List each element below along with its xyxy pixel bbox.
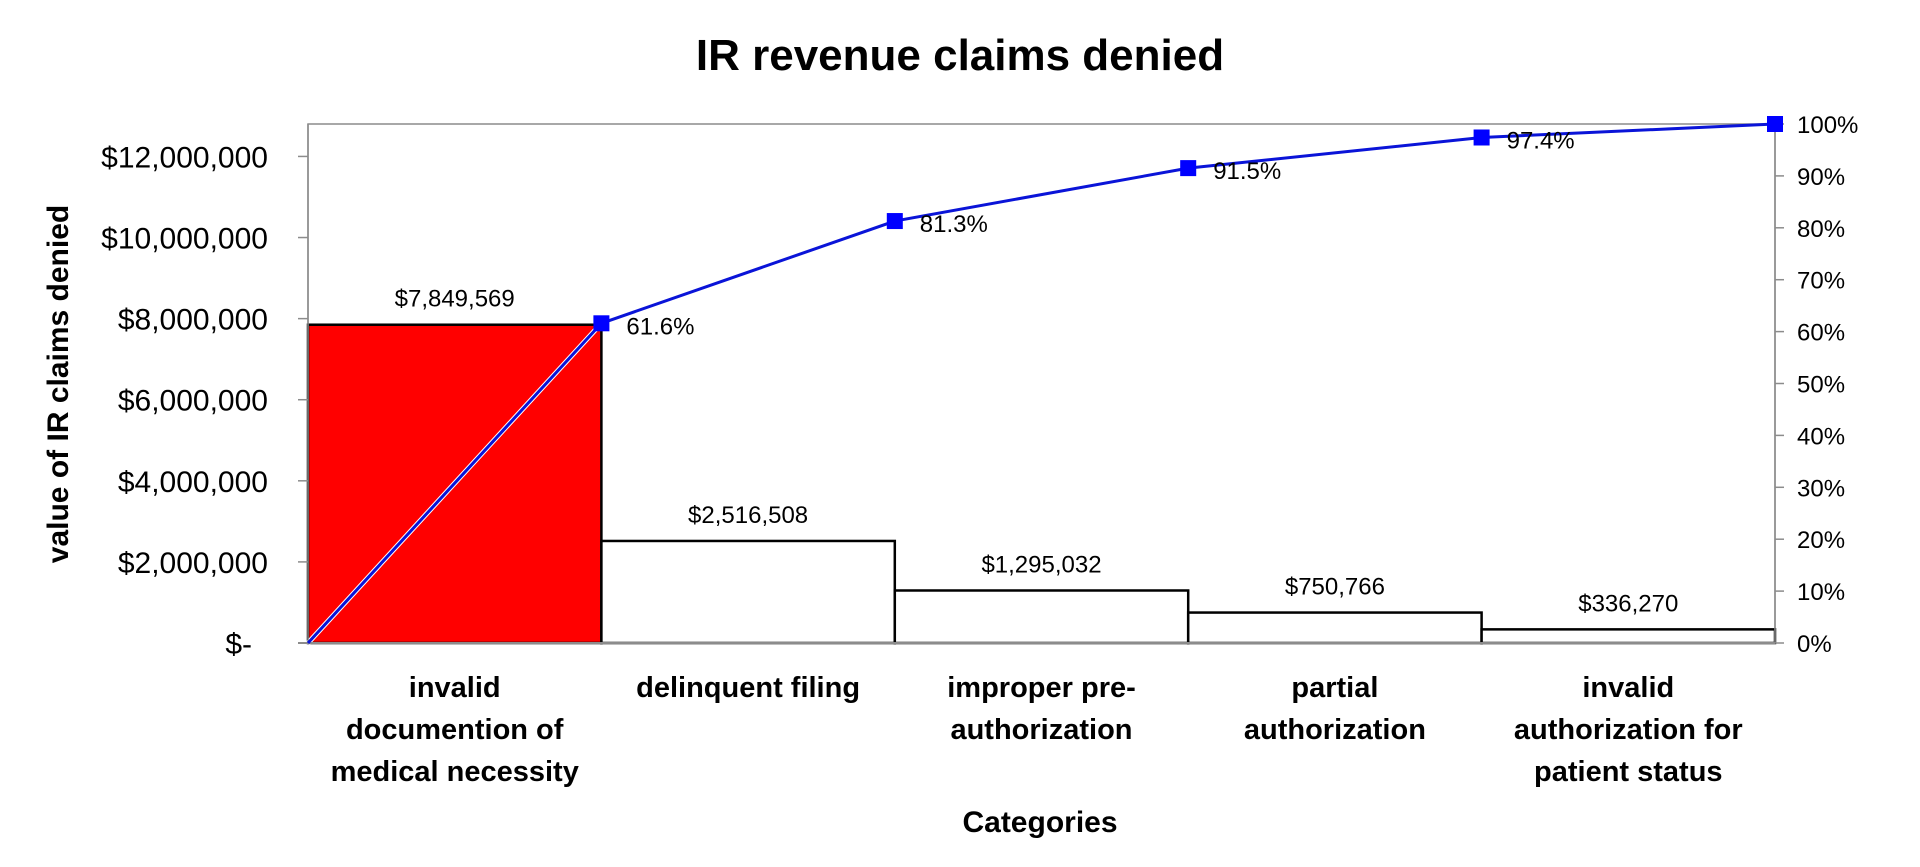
cumulative-marker-3: [1180, 160, 1197, 177]
y2-tick-label-10: 100%: [1797, 112, 1858, 139]
y2-tick-label-4: 40%: [1797, 423, 1845, 450]
y2-tick-label-1: 10%: [1797, 579, 1845, 606]
x-axis-title: Categories: [962, 806, 1117, 839]
y2-tick-label-6: 60%: [1797, 320, 1845, 347]
chart-title: IR revenue claims denied: [696, 31, 1224, 80]
category-label-3-line-1: authorization: [1244, 714, 1426, 746]
category-label-0-line-2: medical necessity: [331, 756, 579, 788]
category-label-2-line-0: improper pre-: [947, 672, 1136, 704]
bar-value-label-2: $1,295,032: [981, 551, 1101, 578]
y2-tick-label-8: 80%: [1797, 216, 1845, 243]
y-axis-title: value of IR claims denied: [42, 205, 75, 563]
bar-3: [1186, 611, 1483, 645]
y2-tick-label-9: 90%: [1797, 164, 1845, 191]
cumulative-label-4: 97.4%: [1507, 127, 1575, 154]
y2-tick-label-3: 30%: [1797, 475, 1845, 502]
y-tick-label-0: $-: [225, 628, 252, 661]
y2-tick-label-0: 0%: [1797, 631, 1832, 658]
category-label-1-line-0: delinquent filing: [636, 672, 860, 704]
cumulative-marker-4: [1473, 129, 1490, 146]
y-tick-label-5: $10,000,000: [101, 223, 268, 256]
cumulative-label-2: 81.3%: [920, 211, 988, 238]
category-label-2-line-1: authorization: [950, 714, 1132, 746]
category-label-4-line-2: patient status: [1534, 756, 1723, 788]
cumulative-label-3: 91.5%: [1213, 158, 1281, 185]
cumulative-line: [306, 122, 1776, 645]
bar-value-label-3: $750,766: [1285, 574, 1385, 601]
bar-2: [893, 589, 1190, 645]
y-tick-label-1: $2,000,000: [118, 547, 268, 580]
y-tick-label-2: $4,000,000: [118, 466, 268, 499]
cumulative-marker-1: [593, 315, 610, 332]
cumulative-marker-2: [886, 213, 903, 230]
y-tick-label-6: $12,000,000: [101, 141, 268, 174]
category-label-4-line-1: authorization for: [1514, 714, 1743, 746]
category-label-0-line-1: documention of: [346, 714, 564, 746]
bar-4: [1480, 628, 1777, 645]
bar-1: [600, 539, 897, 645]
cumulative-label-1: 61.6%: [626, 313, 694, 340]
y-tick-label-3: $6,000,000: [118, 385, 268, 418]
y2-tick-label-5: 50%: [1797, 372, 1845, 399]
y2-tick-label-2: 20%: [1797, 527, 1845, 554]
y-tick-label-4: $8,000,000: [118, 304, 268, 337]
y2-tick-label-7: 70%: [1797, 268, 1845, 295]
cumulative-marker-5: [1767, 116, 1783, 132]
bar-value-label-1: $2,516,508: [688, 502, 808, 529]
bar-value-label-0: $7,849,569: [395, 286, 515, 313]
category-label-4-line-0: invalid: [1582, 672, 1674, 704]
bar-value-label-4: $336,270: [1578, 590, 1678, 617]
category-label-0-line-0: invalid: [409, 672, 501, 704]
category-label-3-line-0: partial: [1291, 672, 1378, 704]
